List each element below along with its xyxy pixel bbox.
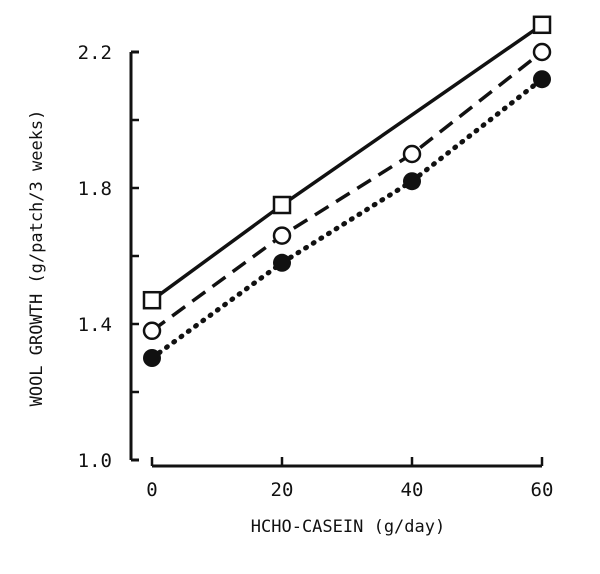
filled-circle-marker — [273, 253, 291, 272]
open-circle-marker — [142, 321, 162, 341]
series-open-circle — [142, 42, 552, 341]
y-tick-label: 2.2 — [78, 42, 112, 64]
y-axis-title: WOOL GROWTH (g/patch/3 weeks) — [27, 110, 47, 407]
square-marker — [272, 195, 292, 215]
x-axis-title: HCHO-CASEIN (g/day) — [251, 517, 445, 537]
y-tick-label: 1.4 — [78, 314, 112, 336]
filled-circle-marker — [403, 172, 421, 191]
open-circle-marker — [402, 144, 422, 164]
filled-circle-marker — [533, 70, 551, 89]
series-line — [149, 76, 545, 361]
square-marker — [532, 15, 552, 35]
series-layer — [142, 15, 552, 367]
open-circle-marker — [272, 226, 292, 245]
x-tick-label: 0 — [146, 479, 157, 501]
filled-circle-marker — [143, 349, 161, 367]
x-tick-label: 60 — [531, 479, 554, 501]
series-filled-circle — [143, 70, 551, 367]
x-tick-label: 40 — [401, 479, 424, 501]
labels: WOOL GROWTH (g/patch/3 weeks) HCHO-CASEI… — [27, 110, 445, 537]
y-tick-label: 1.8 — [78, 178, 112, 200]
series-line — [150, 50, 544, 333]
y-tick-label: 1.0 — [78, 450, 112, 472]
open-circle-marker — [532, 42, 552, 62]
x-tick-label: 20 — [271, 479, 294, 501]
square-marker — [142, 290, 162, 310]
series-line — [150, 23, 544, 302]
series-open-square — [142, 15, 552, 310]
axes: 1.0 1.4 1.8 2.2 0 20 40 60 — [78, 42, 554, 501]
